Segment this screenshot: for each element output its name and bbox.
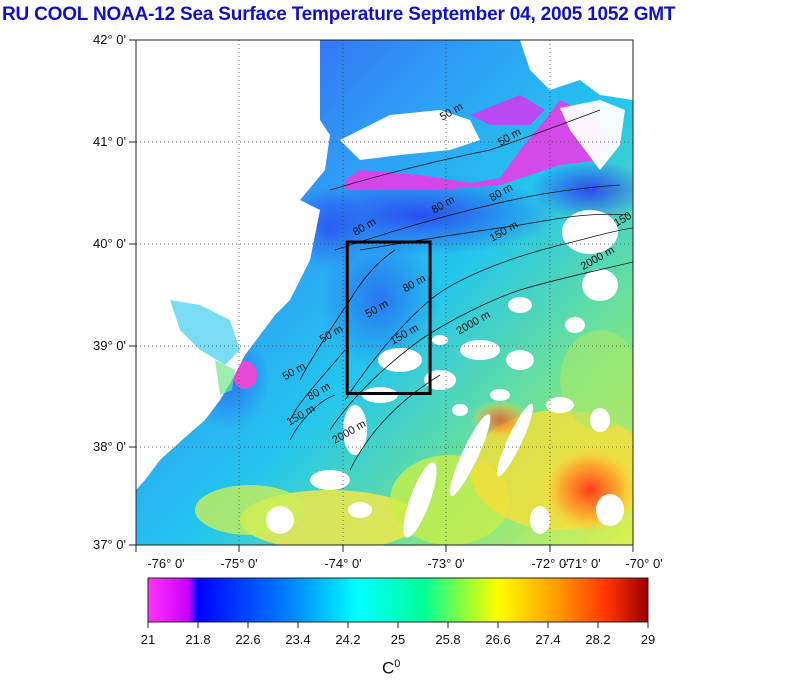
colorbar-label: 29: [640, 632, 656, 647]
unit-sup: 0: [394, 658, 401, 670]
colorbar-unit: C0: [382, 658, 400, 679]
lat-label: 41° 0': [93, 134, 126, 149]
map-frame: [135, 39, 634, 546]
cloud-mask: [266, 210, 624, 538]
colorbar-label: 28.2: [585, 632, 611, 647]
unit-base: C: [382, 658, 395, 678]
lon-label: -76° 0': [147, 556, 185, 571]
colorbar-label: 27.4: [535, 632, 561, 647]
lat-label: 40° 0': [93, 236, 126, 251]
land-mass: [136, 40, 330, 490]
map-title: RU COOL NOAA-12 Sea Surface Temperature …: [2, 4, 676, 25]
study-area-box: [345, 240, 432, 395]
lon-label: -73° 0': [427, 556, 465, 571]
lon-label: -70° 0': [625, 556, 663, 571]
bathymetry-contours: [289, 109, 633, 471]
lat-label: 38° 0': [93, 439, 126, 454]
lat-label: 39° 0': [93, 338, 126, 353]
lon-label: -75° 0': [220, 556, 258, 571]
colorbar-label: 23.4: [285, 632, 311, 647]
graticule: [136, 40, 633, 545]
colorbar-label: 24.2: [335, 632, 361, 647]
colorbar-label: 26.6: [485, 632, 511, 647]
colorbar: [147, 577, 649, 623]
lat-label: 42° 0': [93, 32, 126, 47]
colorbar-label: 21.8: [185, 632, 211, 647]
lon-label: -74° 0': [324, 556, 362, 571]
colorbar-ticks: [147, 622, 649, 628]
colorbar-label: 22.6: [235, 632, 261, 647]
axis-ticks: [129, 39, 634, 552]
lat-label: 37° 0': [93, 537, 126, 552]
colorbar-label: 21: [140, 632, 156, 647]
colorbar-label: 25.8: [435, 632, 461, 647]
colorbar-label: 25: [390, 632, 406, 647]
lon-label: -72° 0': [531, 556, 569, 571]
lon-label: -71° 0': [563, 556, 601, 571]
